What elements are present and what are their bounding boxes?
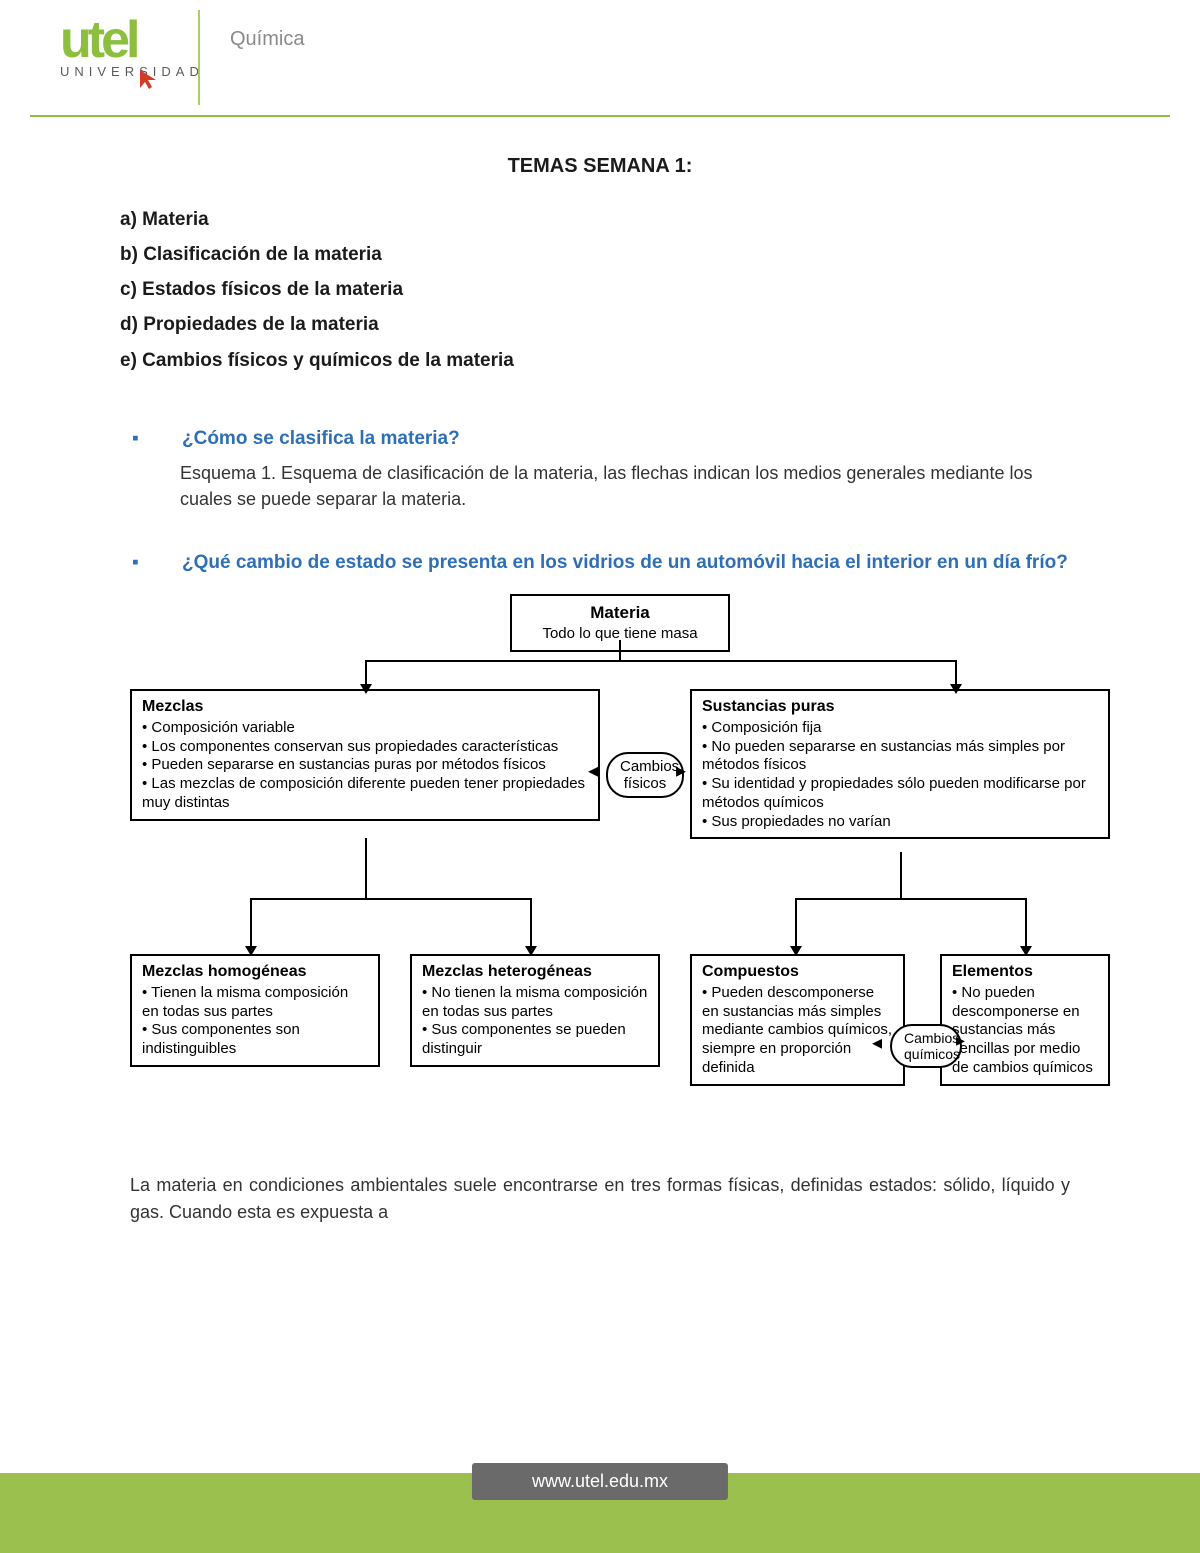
topic-list: a) Materia b) Clasificación de la materi… [120,202,1080,378]
node-item: Sus propiedades no varían [702,813,1098,832]
node-item: Composición variable [142,719,588,738]
arrow-right-icon: ▸ [956,1030,965,1051]
node-item: Su identidad y propiedades sólo pueden m… [702,775,1098,813]
node-item: Las mezclas de composición diferente pue… [142,775,588,813]
topic-item: c) Estados físicos de la materia [120,272,1080,307]
node-item: Los componentes conservan sus propiedade… [142,738,588,757]
node-item: No pueden separarse en sustancias más si… [702,738,1098,776]
page-footer: www.utel.edu.mx [0,1473,1200,1553]
node-sustancias-puras: Sustancias puras Composición fija No pue… [690,689,1110,840]
node-item: Pueden separarse en sustancias puras por… [142,756,588,775]
page-title: TEMAS SEMANA 1: [120,155,1080,178]
arrow-left-icon: ◂ [588,758,598,783]
pill-cambios-fisicos: Cambios físicos [606,752,684,799]
arrow-left-icon: ◂ [872,1030,882,1055]
node-mezclas-homogeneas: Mezclas homogéneas Tienen la misma compo… [130,954,380,1067]
node-item: Sus componentes se pueden distinguir [422,1021,648,1059]
node-title: Sustancias puras [702,697,1098,717]
body-paragraph: La materia en condiciones ambientales su… [130,1172,1070,1226]
bullet-icon: ▪ [160,428,182,450]
topic-item: d) Propiedades de la materia [120,307,1080,342]
node-title: Materia [522,602,718,623]
question-2-text: ¿Qué cambio de estado se presenta en los… [182,552,1068,573]
question-1-text: ¿Cómo se clasifica la materia? [182,428,460,449]
topic-item: e) Cambios físicos y químicos de la mate… [120,343,1080,378]
header-divider [198,10,200,105]
document-body: TEMAS SEMANA 1: a) Materia b) Clasificac… [0,120,1200,1226]
question-2: ▪¿Qué cambio de estado se presenta en lo… [160,552,1070,574]
node-item: Pueden descomponerse en sustancias más s… [702,984,893,1078]
logo-wordmark: utel [60,20,204,62]
node-elementos: Elementos No pueden descomponerse en sus… [940,954,1110,1086]
node-compuestos: Compuestos Pueden descomponerse en susta… [690,954,905,1086]
node-item: Tienen la misma composición en todas sus… [142,984,368,1022]
topic-item: b) Clasificación de la materia [120,237,1080,272]
node-item: Composición fija [702,719,1098,738]
arrow-right-icon: ▸ [676,758,686,783]
figure-caption: Esquema 1. Esquema de clasificación de l… [180,460,1070,512]
page-header: utel UNIVERSIDAD Química [0,0,1200,120]
subject-label: Química [230,28,304,51]
node-title: Mezclas [142,697,588,717]
node-item: No tienen la misma composición en todas … [422,984,648,1022]
question-1: ▪¿Cómo se clasifica la materia? [160,428,1080,450]
header-rule [30,115,1170,117]
node-title: Elementos [952,962,1098,982]
node-title: Mezclas heterogéneas [422,962,648,982]
topic-item: a) Materia [120,202,1080,237]
footer-url: www.utel.edu.mx [472,1463,728,1500]
node-mezclas-heterogeneas: Mezclas heterogéneas No tienen la misma … [410,954,660,1067]
logo: utel UNIVERSIDAD [60,20,204,79]
node-title: Compuestos [702,962,893,982]
node-mezclas: Mezclas Composición variable Los compone… [130,689,600,821]
node-title: Mezclas homogéneas [142,962,368,982]
pill-cambios-quimicos: Cambios químicos [890,1024,962,1068]
node-item: No pueden descomponerse en sustancias má… [952,984,1098,1078]
node-item: Sus componentes son indistinguibles [142,1021,368,1059]
classification-diagram: Materia Todo lo que tiene masa Mezclas C… [120,594,1120,1154]
bullet-icon: ▪ [160,552,182,574]
